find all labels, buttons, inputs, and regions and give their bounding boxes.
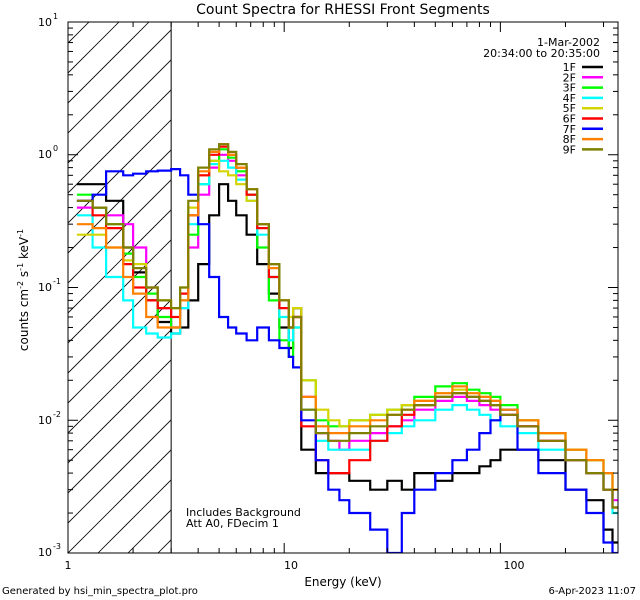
y-tick-exp: -3 [53,542,61,551]
y-tick-exp: -1 [53,277,61,286]
axis-ticks [67,22,618,554]
generated-by: Generated by hsi_min_spectra_plot.pro [2,586,198,597]
y-label-kev: keV [17,236,31,263]
series-4F-line [76,159,618,515]
series-8F-line [76,143,618,491]
x-tick-label-1: 1 [65,559,72,572]
y-label-exp3: -1 [16,229,25,237]
annotation-attenuator: Att A0, FDecim 1 [186,517,279,530]
y-tick-base: 10 [38,16,52,29]
x-tick-label-10: 10 [284,559,298,572]
legend-label-5F: 5F [563,102,576,115]
series-layer [76,143,618,553]
hatch-line [68,209,172,314]
series-9F-line [76,143,618,509]
y-axis-label: counts cm-2 s-1 keV-1 [16,229,31,351]
hatch-line [68,269,172,374]
y-tick-exp: 1 [53,12,58,21]
hatch-line [68,299,172,404]
x-axis-label: Energy (keV) [304,575,381,589]
hatch-line [68,59,172,164]
hatch-line [68,389,172,494]
legend-label-8F: 8F [563,133,576,146]
y-tick-base: 10 [38,546,52,559]
x-tick-label-100: 100 [504,559,525,572]
legend-label-6F: 6F [563,113,576,126]
legend-label-4F: 4F [563,92,576,105]
footer-timestamp: 6-Apr-2023 11:07 [549,586,636,597]
series-1F-line [76,183,618,544]
chart-title: Count Spectra for RHESSI Front Segments [196,2,490,18]
y-tick-label-10: 10 1 [38,12,58,29]
hatch-line [68,29,172,134]
y-tick-exp: 0 [53,144,58,153]
y-tick-label-0.01: 10 -2 [38,410,61,427]
y-tick-label-0.001: 10 -3 [38,542,61,559]
series-7F-line [76,168,618,553]
legend-label-9F: 9F [563,143,576,156]
y-tick-base: 10 [38,281,52,294]
legend-label-1F: 1F [563,61,576,74]
annotation-background: Includes Background [186,506,301,519]
time-range-label: 20:34:00 to 20:35:00 [483,47,600,60]
hatch-line [68,89,172,194]
legend-label-3F: 3F [563,82,576,95]
y-label-s: s [17,271,31,281]
y-tick-base: 10 [38,414,52,427]
hatch-line [68,419,172,524]
y-label-exp2: -1 [16,263,25,271]
y-tick-label-0.1: 10 -1 [38,277,61,294]
hatch-line [68,449,172,553]
y-tick-base: 10 [38,148,52,161]
date-label: 1-Mar-2002 [537,36,600,49]
y-tick-exp: -2 [53,410,61,419]
legend-label-2F: 2F [563,71,576,84]
legend-label-7F: 7F [563,123,576,136]
y-label-main: counts cm [17,289,31,351]
y-label-exp1: -2 [16,281,25,289]
y-tick-label-1: 10 0 [38,144,58,161]
